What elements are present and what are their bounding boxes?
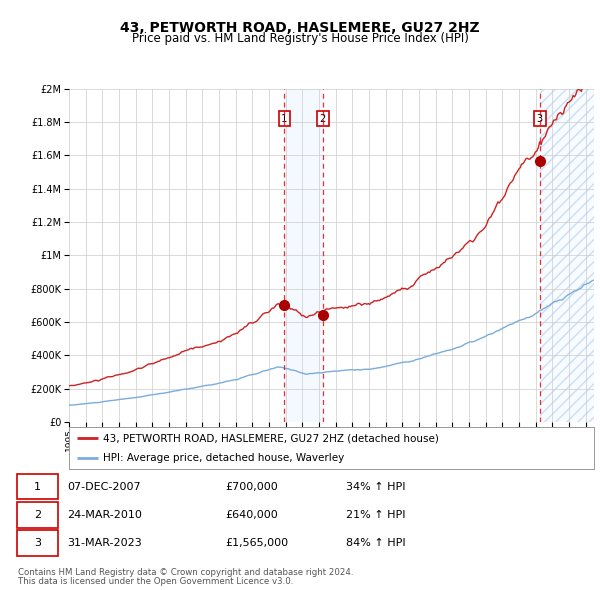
Text: 24-MAR-2010: 24-MAR-2010 <box>67 510 142 520</box>
Text: £640,000: £640,000 <box>226 510 278 520</box>
Text: 2: 2 <box>320 113 326 123</box>
Text: 43, PETWORTH ROAD, HASLEMERE, GU27 2HZ: 43, PETWORTH ROAD, HASLEMERE, GU27 2HZ <box>120 21 480 35</box>
Bar <box>540 88 594 422</box>
Text: 21% ↑ HPI: 21% ↑ HPI <box>346 510 406 520</box>
Text: HPI: Average price, detached house, Waverley: HPI: Average price, detached house, Wave… <box>103 453 344 463</box>
Text: 07-DEC-2007: 07-DEC-2007 <box>67 481 140 491</box>
Text: 1: 1 <box>281 113 287 123</box>
Text: £1,565,000: £1,565,000 <box>226 538 289 548</box>
Text: £700,000: £700,000 <box>226 481 278 491</box>
Text: 34% ↑ HPI: 34% ↑ HPI <box>346 481 406 491</box>
FancyBboxPatch shape <box>17 474 58 499</box>
Text: 2: 2 <box>34 510 41 520</box>
Text: 84% ↑ HPI: 84% ↑ HPI <box>346 538 406 548</box>
FancyBboxPatch shape <box>17 530 58 556</box>
Text: This data is licensed under the Open Government Licence v3.0.: This data is licensed under the Open Gov… <box>18 577 293 586</box>
Text: 3: 3 <box>537 113 543 123</box>
FancyBboxPatch shape <box>17 502 58 527</box>
Bar <box>284 88 323 422</box>
Text: Contains HM Land Registry data © Crown copyright and database right 2024.: Contains HM Land Registry data © Crown c… <box>18 568 353 576</box>
Text: 1: 1 <box>34 481 41 491</box>
Text: 31-MAR-2023: 31-MAR-2023 <box>67 538 142 548</box>
Bar <box>540 88 594 422</box>
Text: 3: 3 <box>34 538 41 548</box>
Text: 43, PETWORTH ROAD, HASLEMERE, GU27 2HZ (detached house): 43, PETWORTH ROAD, HASLEMERE, GU27 2HZ (… <box>103 433 439 443</box>
Text: Price paid vs. HM Land Registry's House Price Index (HPI): Price paid vs. HM Land Registry's House … <box>131 32 469 45</box>
